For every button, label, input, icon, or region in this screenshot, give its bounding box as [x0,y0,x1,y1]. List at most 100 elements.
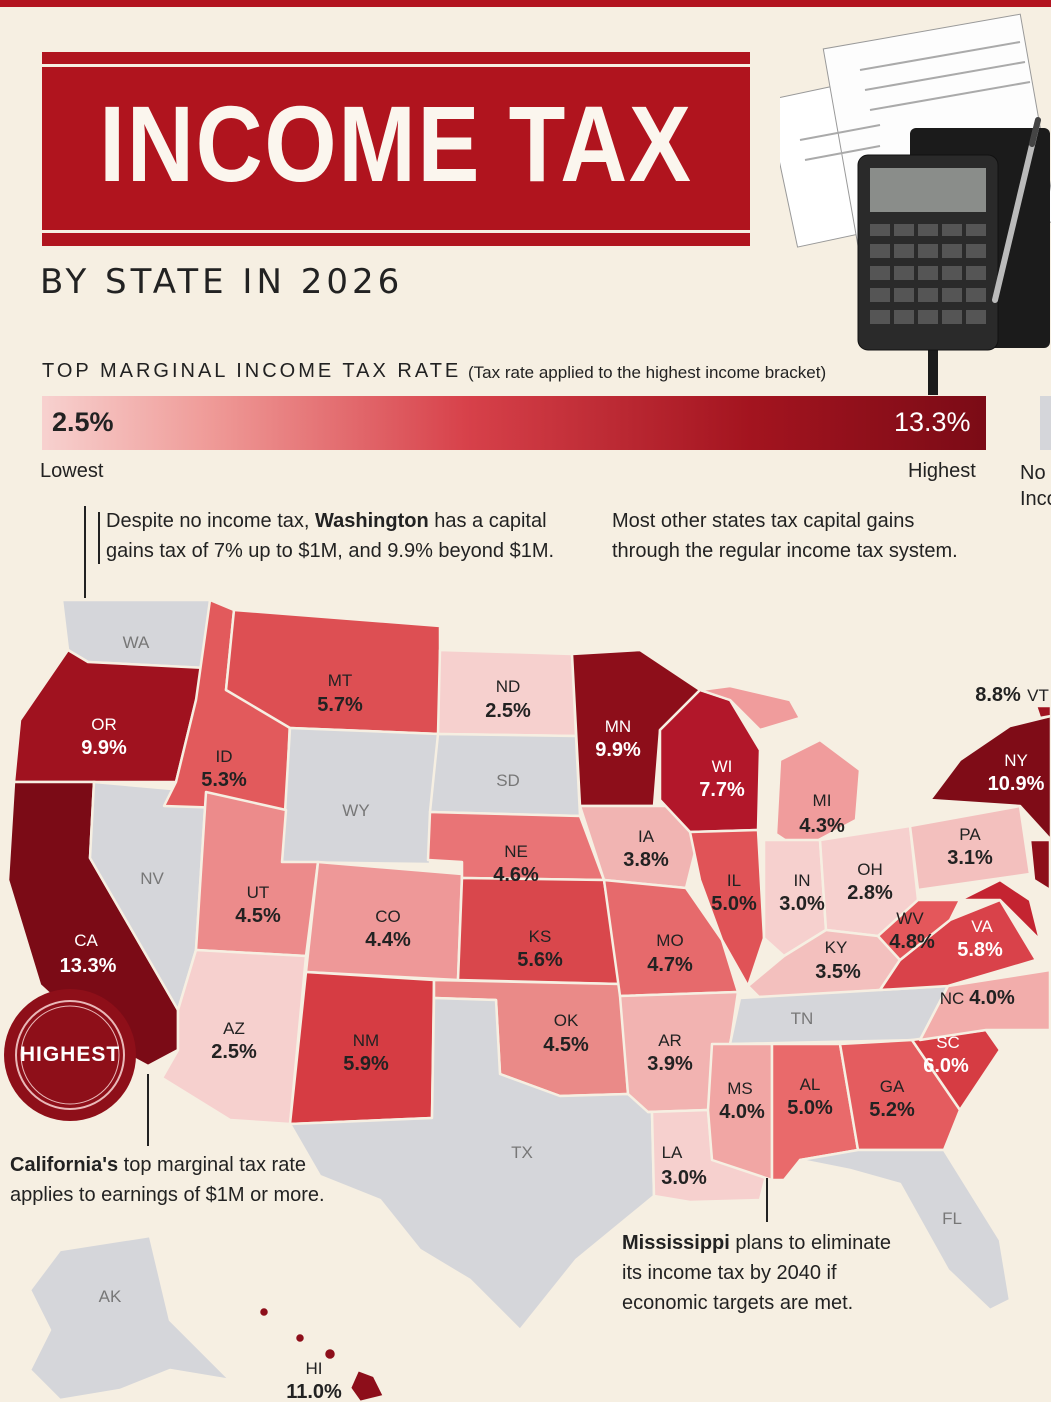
us-income-tax-map: WA OR 9.9% CA 13.3% NV ID 5.3% MT 5.7% W… [6,598,1051,1402]
state-rate-ne: 4.6% [493,864,539,886]
state-rate-ks: 5.6% [517,949,563,971]
california-note-bold: California's [10,1154,119,1176]
state-rate-ms: 4.0% [719,1101,765,1123]
mississippi-note-bold: Mississippi [622,1232,730,1254]
state-rate-co: 4.4% [365,929,411,951]
california-note-post: top marginal tax rate [118,1154,306,1176]
state-label-wi: WI [712,757,733,776]
state-rate-il: 5.0% [711,893,757,915]
legend-min-value: 2.5% [52,407,114,437]
state-ak[interactable] [28,1234,232,1402]
state-label-ga: GA [880,1077,905,1096]
state-hi[interactable] [348,1368,386,1402]
state-label-nv: NV [140,869,164,888]
state-label-ne: NE [504,842,528,861]
state-rate-ga: 5.2% [869,1099,915,1121]
state-ms[interactable] [706,1042,774,1182]
state-label-hi: HI [306,1359,323,1378]
title-rule-bottom [42,230,750,233]
state-label-wv: WV [896,909,924,928]
washington-note-post: has a capital [428,510,547,532]
state-label-sd: SD [496,771,520,790]
washington-note: Despite no income tax, Washington has a … [106,506,554,566]
legend-note: (Tax rate applied to the highest income … [468,363,827,382]
state-label-nd: ND [496,677,521,696]
state-label-ia: IA [638,827,655,846]
state-label-pa: PA [959,825,981,844]
state-az[interactable] [160,948,308,1126]
state-hi-islet [257,1305,271,1319]
pen-icon [992,117,1041,303]
legend-low-label: Lowest [40,460,104,482]
state-rate-la: 3.0% [661,1167,707,1189]
top-accent-bar [0,0,1051,7]
state-label-ok: OK [554,1011,579,1030]
washington-pointer-line [84,506,86,598]
state-label-mi: MI [813,791,832,810]
washington-note-rule [98,512,100,564]
state-rate-nd: 2.5% [485,700,531,722]
state-label-tn: TN [791,1009,814,1028]
capital-gains-note: Most other states tax capital gains thro… [612,506,958,566]
mississippi-pointer-line [766,1178,768,1222]
state-mi-upper[interactable] [698,684,802,732]
state-label-ny: NY [1004,751,1028,770]
state-pa[interactable] [908,804,1032,892]
state-rate-ky: 3.5% [815,961,861,983]
state-mi[interactable] [774,738,862,852]
state-wv[interactable] [876,898,962,962]
capital-gains-line2: through the regular income tax system. [612,540,958,562]
state-rate-or: 9.9% [81,737,127,759]
state-label-az: AZ [223,1019,245,1038]
state-label-ms: MS [727,1079,753,1098]
state-label-wa: WA [123,633,150,652]
state-nc[interactable] [918,968,1051,1042]
state-tx[interactable] [288,996,656,1332]
state-wy[interactable] [280,726,442,866]
mississippi-note-line3: economic targets are met. [622,1292,854,1314]
state-rate-nm: 5.9% [343,1053,389,1075]
highest-seal-label: HIGHEST [19,1043,121,1066]
state-rate-ut: 4.5% [235,905,281,927]
legend-max-value: 13.3% [894,407,971,437]
state-ny[interactable] [928,714,1051,842]
state-rate-mn: 9.9% [595,739,641,761]
state-rate-id: 5.3% [201,769,247,791]
state-label-al: AL [800,1075,821,1094]
state-rate-sc: 6.0% [923,1055,969,1077]
state-rate-al: 5.0% [787,1097,833,1119]
state-rate-ar: 3.9% [647,1053,693,1075]
state-fl[interactable] [798,1148,1012,1312]
state-hi-islet [293,1331,307,1345]
state-rate-in: 3.0% [779,893,825,915]
state-label-ak: AK [99,1287,122,1306]
state-hi-islet [322,1346,338,1362]
state-vt[interactable] [1034,704,1051,720]
legend-gradient-bar [42,396,986,450]
washington-note-pre: Despite no income tax, [106,510,315,532]
state-rate-oh: 2.8% [847,882,893,904]
state-rate-mt: 5.7% [317,694,363,716]
state-rate-wi: 7.7% [699,779,745,801]
state-label-mo: MO [656,931,683,950]
state-mo[interactable] [602,878,740,998]
state-label-il: IL [727,871,741,890]
state-label-oh: OH [857,860,883,879]
state-label-sc: SC [936,1033,960,1052]
legend-title: TOP MARGINAL INCOME TAX RATE [42,360,462,382]
state-rate-pa: 3.1% [947,847,993,869]
page-title: INCOME TAX [99,83,693,204]
state-rate-ny: 10.9% [988,773,1045,795]
state-nj[interactable] [1028,838,1051,892]
state-label-wy: WY [342,801,369,820]
legend-high-label: Highest [908,460,976,482]
state-rate-wv: 4.8% [889,931,935,953]
state-label-ks: KS [529,927,552,946]
state-rate-nc: 4.0% [969,987,1015,1009]
state-rate-va: 5.8% [957,939,1003,961]
state-rate-ok: 4.5% [543,1034,589,1056]
calculator-illustration [780,13,1051,395]
california-note: California's top marginal tax rate appli… [10,1150,325,1210]
state-md-de[interactable] [958,878,1042,942]
state-label-la: LA [662,1143,683,1162]
